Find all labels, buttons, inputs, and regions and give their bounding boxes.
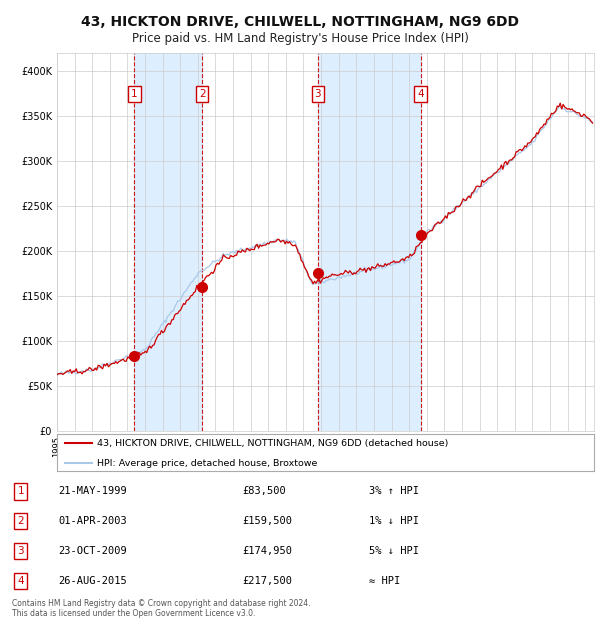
- Bar: [134, 53, 202, 431]
- Text: £159,500: £159,500: [242, 516, 292, 526]
- Text: 43, HICKTON DRIVE, CHILWELL, NOTTINGHAM, NG9 6DD: 43, HICKTON DRIVE, CHILWELL, NOTTINGHAM,…: [81, 16, 519, 30]
- Text: 26-AUG-2015: 26-AUG-2015: [58, 576, 127, 586]
- Text: £83,500: £83,500: [242, 487, 286, 497]
- Text: 1: 1: [17, 487, 24, 497]
- Text: Price paid vs. HM Land Registry's House Price Index (HPI): Price paid vs. HM Land Registry's House …: [131, 32, 469, 45]
- Text: 01-APR-2003: 01-APR-2003: [58, 516, 127, 526]
- Text: £174,950: £174,950: [242, 546, 292, 556]
- Text: HPI: Average price, detached house, Broxtowe: HPI: Average price, detached house, Brox…: [97, 459, 317, 467]
- Text: 3: 3: [17, 546, 24, 556]
- Text: 21-MAY-1999: 21-MAY-1999: [58, 487, 127, 497]
- Text: 2: 2: [17, 516, 24, 526]
- Text: 5% ↓ HPI: 5% ↓ HPI: [369, 546, 419, 556]
- Text: 4: 4: [17, 576, 24, 586]
- Text: 23-OCT-2009: 23-OCT-2009: [58, 546, 127, 556]
- Text: 3: 3: [314, 89, 321, 99]
- Text: 1: 1: [131, 89, 137, 99]
- Text: 1% ↓ HPI: 1% ↓ HPI: [369, 516, 419, 526]
- Text: Contains HM Land Registry data © Crown copyright and database right 2024.
This d: Contains HM Land Registry data © Crown c…: [12, 599, 311, 618]
- Text: 3% ↑ HPI: 3% ↑ HPI: [369, 487, 419, 497]
- Text: £217,500: £217,500: [242, 576, 292, 586]
- Text: 4: 4: [417, 89, 424, 99]
- Bar: [318, 53, 421, 431]
- Text: ≈ HPI: ≈ HPI: [369, 576, 400, 586]
- Text: 2: 2: [199, 89, 206, 99]
- Text: 43, HICKTON DRIVE, CHILWELL, NOTTINGHAM, NG9 6DD (detached house): 43, HICKTON DRIVE, CHILWELL, NOTTINGHAM,…: [97, 439, 449, 448]
